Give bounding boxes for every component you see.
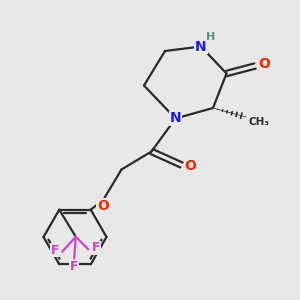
Text: H: H	[206, 32, 215, 42]
Text: F: F	[50, 244, 59, 257]
Text: O: O	[259, 58, 271, 71]
Text: F: F	[70, 260, 79, 273]
Text: O: O	[97, 199, 109, 213]
Text: N: N	[195, 40, 207, 53]
Text: F: F	[92, 241, 100, 254]
Text: N: N	[170, 112, 181, 125]
Text: CH₃: CH₃	[249, 116, 270, 127]
Text: O: O	[184, 160, 196, 173]
